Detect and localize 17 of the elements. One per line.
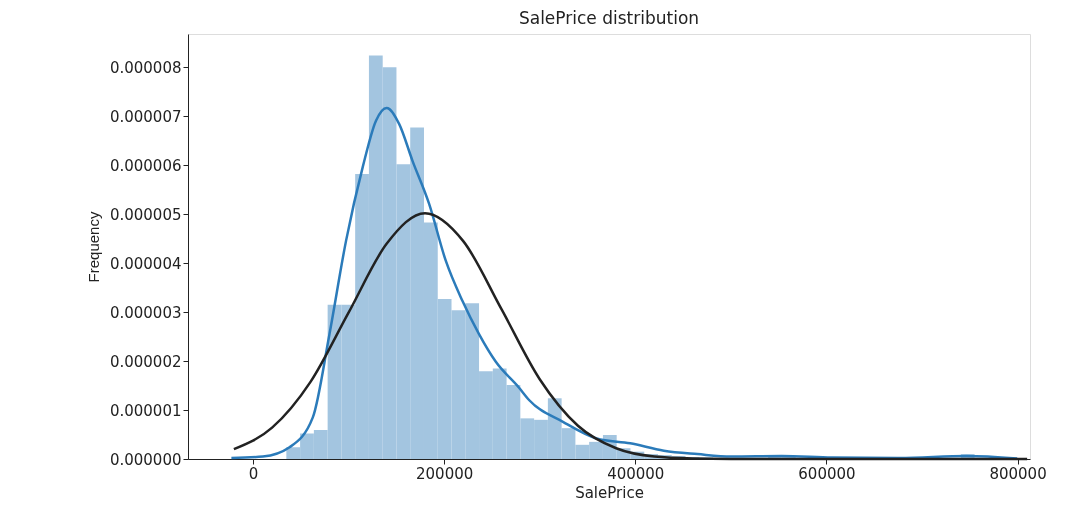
x-tick-label: 200000 xyxy=(416,464,474,483)
y-tick-label: 0.000001 xyxy=(109,401,182,420)
y-tick-label: 0.000007 xyxy=(109,107,182,126)
x-tick-label: 0 xyxy=(248,464,259,483)
x-axis-title: SalePrice xyxy=(575,483,644,502)
y-tick-label: 0.000003 xyxy=(109,303,182,322)
y-tick-label: 0.000004 xyxy=(109,254,182,273)
chart-title: SalePrice distribution xyxy=(518,8,700,28)
y-tick-label: 0.000006 xyxy=(109,156,182,175)
x-tick-label: 600000 xyxy=(798,464,856,483)
y-tick-label: 0.000005 xyxy=(109,205,182,224)
y-tick-label: 0.000002 xyxy=(109,352,182,371)
y-axis-title: Frequency xyxy=(84,211,102,283)
x-tick-label: 400000 xyxy=(607,464,665,483)
y-tick-label: 0.000000 xyxy=(109,450,182,469)
y-tick-label: 0.000008 xyxy=(109,58,182,77)
x-tick-label: 800000 xyxy=(989,464,1047,483)
